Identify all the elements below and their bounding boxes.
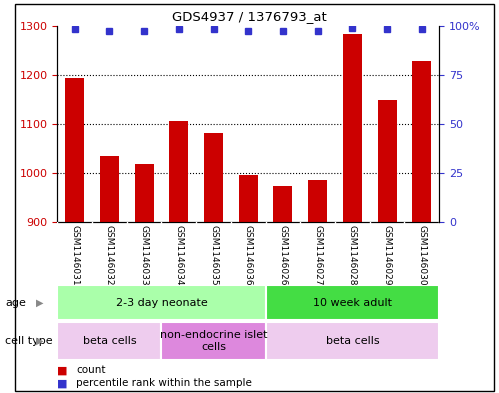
Text: GSM1146027: GSM1146027: [313, 225, 322, 285]
Bar: [169, 121, 189, 222]
Text: GSM1146031: GSM1146031: [70, 225, 79, 286]
Text: 2-3 day neonate: 2-3 day neonate: [116, 298, 208, 308]
Text: count: count: [76, 365, 106, 375]
Text: beta cells: beta cells: [83, 336, 136, 346]
Text: non-endocrine islet
cells: non-endocrine islet cells: [160, 330, 267, 352]
Text: cell type: cell type: [5, 336, 52, 346]
Bar: [100, 156, 119, 222]
Text: GSM1146028: GSM1146028: [348, 225, 357, 285]
Text: GSM1146035: GSM1146035: [209, 225, 218, 286]
Text: percentile rank within the sample: percentile rank within the sample: [76, 378, 252, 388]
Text: GSM1146029: GSM1146029: [383, 225, 392, 285]
Bar: [343, 34, 362, 222]
Text: GSM1146036: GSM1146036: [244, 225, 253, 286]
Text: ■: ■: [57, 378, 68, 388]
Text: ▶: ▶: [36, 298, 43, 308]
Bar: [378, 100, 397, 222]
Text: beta cells: beta cells: [325, 336, 379, 346]
Text: GSM1146026: GSM1146026: [278, 225, 287, 285]
Bar: [265, 285, 439, 320]
Text: ▶: ▶: [36, 336, 43, 346]
Bar: [412, 61, 431, 222]
Text: GDS4937 / 1376793_at: GDS4937 / 1376793_at: [172, 10, 327, 23]
Bar: [135, 164, 154, 222]
Text: GSM1146030: GSM1146030: [417, 225, 426, 286]
Bar: [308, 180, 327, 222]
Bar: [57, 322, 162, 360]
Bar: [273, 185, 292, 222]
Text: 10 week adult: 10 week adult: [313, 298, 392, 308]
Bar: [204, 132, 223, 222]
Bar: [239, 175, 258, 222]
Bar: [65, 78, 84, 222]
Bar: [162, 322, 265, 360]
Text: GSM1146034: GSM1146034: [174, 225, 183, 285]
Text: GSM1146032: GSM1146032: [105, 225, 114, 285]
Text: ■: ■: [57, 365, 68, 375]
Bar: [57, 285, 265, 320]
Text: GSM1146033: GSM1146033: [140, 225, 149, 286]
Bar: [265, 322, 439, 360]
Text: age: age: [5, 298, 26, 308]
